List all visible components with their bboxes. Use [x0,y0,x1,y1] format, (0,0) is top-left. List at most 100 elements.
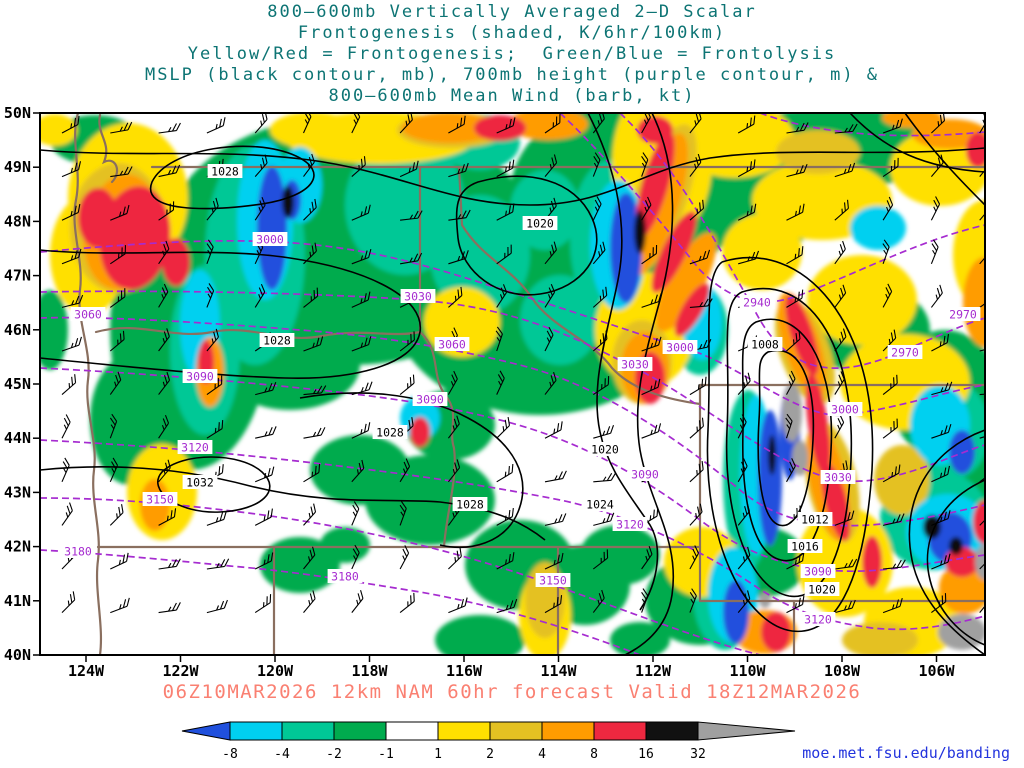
wind-barb-line [938,601,940,607]
colorbar-segment [281,721,335,741]
wind-barb-line [896,559,902,568]
wind-barb-line [882,426,898,439]
wind-barb-line [353,119,357,125]
wind-barb-line [309,593,314,603]
wind-barb-line [844,127,848,133]
lon-label: 116W [446,662,483,680]
wind-barb-line [164,462,169,472]
wind-barb-line [460,286,463,296]
wind-barb [931,510,951,526]
mslp-contour [849,113,985,173]
lon-label: 124W [68,662,105,680]
wind-barb-line [641,204,652,221]
wind-barb-line [63,424,68,430]
title-line-2: Frontogenesis (shaded, K/6hr/100km) [297,23,727,43]
wind-barb-line [644,206,648,212]
wind-barb [786,203,805,221]
wind-barb-line [604,378,606,387]
wind-barb [592,286,608,308]
wind-barb-line [898,464,901,474]
wind-barb-line [931,243,938,252]
wind-barb-line [650,342,654,348]
wind-barb-line [211,338,214,344]
wind-barb-line [689,469,704,483]
contour-label-box [142,492,178,506]
wind-barb [496,284,508,308]
wind-barb-line [352,504,358,513]
wind-barb [882,239,890,264]
wind-barb-line [852,558,858,567]
wind-barb-line [110,173,129,178]
wind-barb [158,602,181,614]
wind-barb [399,331,415,352]
wind-barb-line [454,462,458,471]
wind-barb-line [175,558,181,567]
wind-barb-line [593,162,598,168]
colorbar-tick-label: -2 [326,747,342,762]
wind-barb-line [111,413,118,422]
wind-barb-line [601,589,605,599]
contour-label-box [182,369,218,383]
wind-barb [303,385,327,396]
wind-barb-line [544,249,557,265]
wind-barb-line [551,157,555,167]
wind-barb-line [415,160,419,170]
wind-barb [592,196,602,221]
wind-barb-line [127,166,133,175]
wind-barb-line [642,152,649,161]
wind-barb-line [695,157,699,166]
wind-barb-line [789,461,794,470]
wind-barb-line [61,421,71,439]
wind-barb [496,370,505,395]
contour-label-box [747,337,783,351]
wind-barb-line [496,333,503,352]
wind-barb-line [211,207,214,213]
wind-barb [399,458,411,483]
wind-barb-line [933,199,939,208]
wind-barb-line [793,514,795,520]
wind-barb [931,423,952,439]
wind-barb [448,209,471,221]
wind-barb [109,371,122,395]
wind-barb-line [496,326,503,335]
wind-barb-line [402,468,406,474]
wind-barb-line [744,549,748,559]
wind-barb-line [496,167,513,178]
wind-barb-line [222,117,226,126]
wind-barb-line [544,162,557,177]
wind-barb-line [351,467,365,483]
wind-barb-line [399,508,407,526]
wind-barb [206,117,226,134]
lon-label: 118W [351,662,388,680]
wind-barb [641,336,662,352]
wind-barb [834,123,858,134]
wind-barb [448,115,466,134]
wind-barb [979,555,985,570]
wind-barb [351,459,365,483]
wind-barb-line [802,595,805,605]
wind-barb-line [747,546,751,556]
wind-barb-line [990,288,998,297]
wind-barb-line [303,250,317,265]
colorbar-left-arrow [181,721,231,741]
wind-barb-line [119,333,122,343]
wind-barb [979,249,985,265]
shaded-region [945,547,979,577]
wind-barb-line [400,260,418,265]
wind-barb-line [834,292,847,308]
colorbar-tick-label: -8 [222,747,238,762]
wind-barb-line [744,593,748,602]
wind-barb-line [653,380,657,390]
wind-barb-line [553,428,556,434]
wind-barb-line [504,166,507,173]
wind-barb-line [931,342,948,352]
wind-barb-line [550,375,555,384]
wind-barb-line [163,283,169,293]
wind-barb [834,599,856,614]
wind-barb-line [544,122,561,134]
contour-label: 2970 [949,308,977,322]
contour-label-box [617,357,653,371]
wind-barb-line [941,595,944,605]
wind-barb-line [513,599,518,608]
shaded-region [162,238,190,286]
